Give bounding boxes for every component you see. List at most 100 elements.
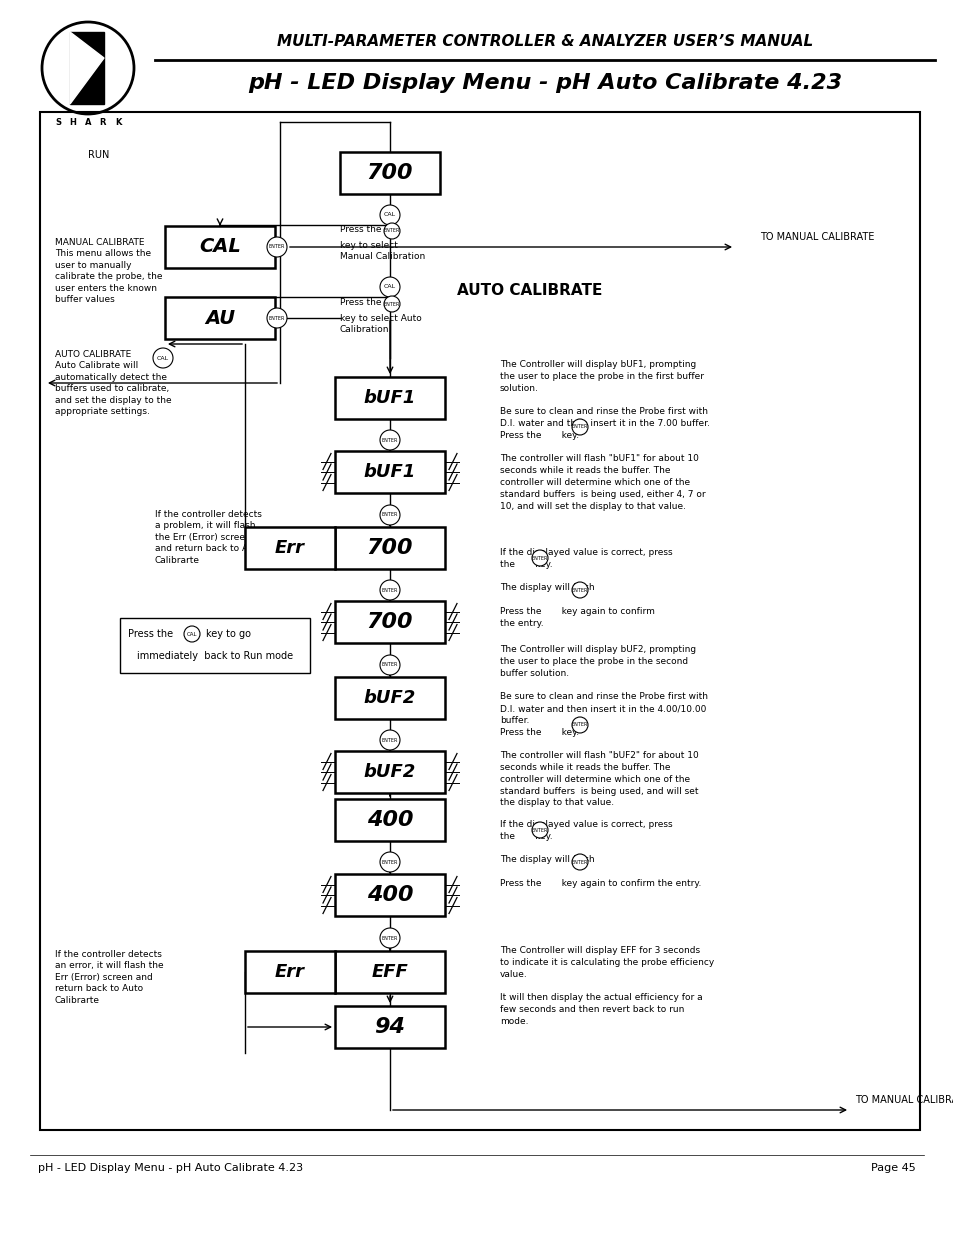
Bar: [40, 112, 919, 1130]
Bar: [335, 951, 444, 993]
Text: Page 45: Page 45: [870, 1163, 915, 1173]
Text: Press the: Press the: [339, 298, 381, 308]
Circle shape: [379, 852, 399, 872]
Bar: [245, 951, 335, 993]
Text: ENTER: ENTER: [571, 588, 588, 593]
Text: EFF: EFF: [372, 963, 408, 981]
Circle shape: [572, 853, 587, 869]
Circle shape: [379, 205, 399, 225]
Text: 700: 700: [366, 163, 413, 183]
Text: key to go: key to go: [206, 629, 251, 638]
Text: CAL: CAL: [157, 356, 169, 361]
Bar: [120, 618, 310, 673]
Circle shape: [532, 823, 547, 839]
Bar: [335, 799, 444, 841]
Bar: [335, 377, 444, 419]
Text: TO MANUAL CALIBRATE: TO MANUAL CALIBRATE: [760, 232, 874, 242]
Text: ENTER: ENTER: [381, 860, 397, 864]
Circle shape: [532, 550, 547, 566]
Circle shape: [379, 277, 399, 296]
Bar: [245, 527, 335, 569]
Text: Err: Err: [274, 963, 305, 981]
Bar: [335, 874, 444, 916]
Text: If the controller detects
a problem, it will flash
the Err (Error) screen
and re: If the controller detects a problem, it …: [154, 510, 263, 564]
Text: ENTER: ENTER: [383, 301, 399, 306]
Text: ENTER: ENTER: [531, 827, 548, 832]
Text: 400: 400: [366, 810, 413, 830]
Text: CAL: CAL: [383, 212, 395, 217]
Bar: [165, 296, 274, 338]
Text: ENTER: ENTER: [381, 513, 397, 517]
Text: H: H: [70, 119, 76, 127]
Text: pH - LED Display Menu - pH Auto Calibrate 4.23: pH - LED Display Menu - pH Auto Calibrat…: [38, 1163, 303, 1173]
Text: pH - LED Display Menu - pH Auto Calibrate 4.23: pH - LED Display Menu - pH Auto Calibrat…: [248, 73, 841, 93]
Text: R: R: [100, 119, 106, 127]
Text: The Controller will display bUF1, prompting
the user to place the probe in the f: The Controller will display bUF1, prompt…: [499, 359, 709, 510]
Text: 700: 700: [366, 613, 413, 632]
Circle shape: [152, 348, 172, 368]
Text: ENTER: ENTER: [381, 588, 397, 593]
Text: S: S: [55, 119, 61, 127]
Circle shape: [267, 308, 287, 329]
Text: ENTER: ENTER: [571, 722, 588, 727]
Bar: [335, 677, 444, 719]
Text: The Controller will display bUF2, prompting
the user to place the probe in the s: The Controller will display bUF2, prompt…: [499, 645, 707, 808]
Text: The Controller will display EFF for 3 seconds
to indicate it is calculating the : The Controller will display EFF for 3 se…: [499, 946, 714, 1026]
Text: AUTO CALIBRATE
Auto Calibrate will
automatically detect the
buffers used to cali: AUTO CALIBRATE Auto Calibrate will autom…: [55, 350, 172, 416]
Text: K: K: [114, 119, 121, 127]
Bar: [335, 527, 444, 569]
Bar: [339, 152, 439, 194]
Text: If the displayed value is correct, press
the       key.

The display will flash
: If the displayed value is correct, press…: [499, 820, 700, 888]
Text: Press the: Press the: [339, 225, 381, 233]
Circle shape: [379, 655, 399, 676]
Text: Err: Err: [274, 538, 305, 557]
Text: bUF1: bUF1: [363, 389, 416, 408]
Circle shape: [184, 626, 200, 642]
Text: ENTER: ENTER: [571, 425, 588, 430]
Text: ENTER: ENTER: [381, 437, 397, 442]
Circle shape: [384, 296, 399, 312]
Text: ENTER: ENTER: [571, 860, 588, 864]
Text: MANUAL CALIBRATE
This menu allows the
user to manually
calibrate the probe, the
: MANUAL CALIBRATE This menu allows the us…: [55, 238, 162, 304]
Circle shape: [379, 580, 399, 600]
Text: bUF2: bUF2: [363, 689, 416, 706]
Bar: [335, 451, 444, 493]
Polygon shape: [70, 32, 104, 104]
Text: AU: AU: [205, 309, 234, 327]
Circle shape: [572, 419, 587, 435]
Circle shape: [379, 505, 399, 525]
Circle shape: [379, 927, 399, 948]
Text: key to select Auto
Calibration: key to select Auto Calibration: [339, 314, 421, 335]
Text: ENTER: ENTER: [381, 662, 397, 667]
Text: RUN: RUN: [88, 149, 110, 161]
Text: ENTER: ENTER: [269, 245, 285, 249]
Text: CAL: CAL: [383, 284, 395, 289]
Text: A: A: [85, 119, 91, 127]
Text: ENTER: ENTER: [383, 228, 399, 233]
Text: If the displayed value is correct, press
the       key.

The display will flash
: If the displayed value is correct, press…: [499, 548, 672, 627]
Text: MULTI-PARAMETER CONTROLLER & ANALYZER USER’S MANUAL: MULTI-PARAMETER CONTROLLER & ANALYZER US…: [276, 35, 812, 49]
Text: If the controller detects
an error, it will flash the
Err (Error) screen and
ret: If the controller detects an error, it w…: [55, 950, 164, 1005]
Text: ENTER: ENTER: [381, 935, 397, 941]
Text: bUF2: bUF2: [363, 763, 416, 781]
Text: 700: 700: [366, 538, 413, 558]
Circle shape: [267, 237, 287, 257]
Circle shape: [572, 582, 587, 598]
Text: key to select
Manual Calibration: key to select Manual Calibration: [339, 241, 425, 262]
Circle shape: [379, 730, 399, 750]
Circle shape: [572, 718, 587, 734]
Text: 94: 94: [375, 1016, 405, 1037]
Bar: [335, 1007, 444, 1049]
Bar: [165, 226, 274, 268]
Text: TO MANUAL CALIBRATE: TO MANUAL CALIBRATE: [854, 1095, 953, 1105]
Circle shape: [379, 430, 399, 450]
Bar: [335, 601, 444, 643]
Text: 400: 400: [366, 885, 413, 905]
Text: Press the: Press the: [128, 629, 172, 638]
Text: AUTO CALIBRATE: AUTO CALIBRATE: [456, 283, 602, 298]
Text: ENTER: ENTER: [381, 737, 397, 742]
Text: CAL: CAL: [187, 631, 197, 636]
Polygon shape: [70, 32, 104, 104]
Bar: [335, 751, 444, 793]
Text: bUF1: bUF1: [363, 463, 416, 480]
